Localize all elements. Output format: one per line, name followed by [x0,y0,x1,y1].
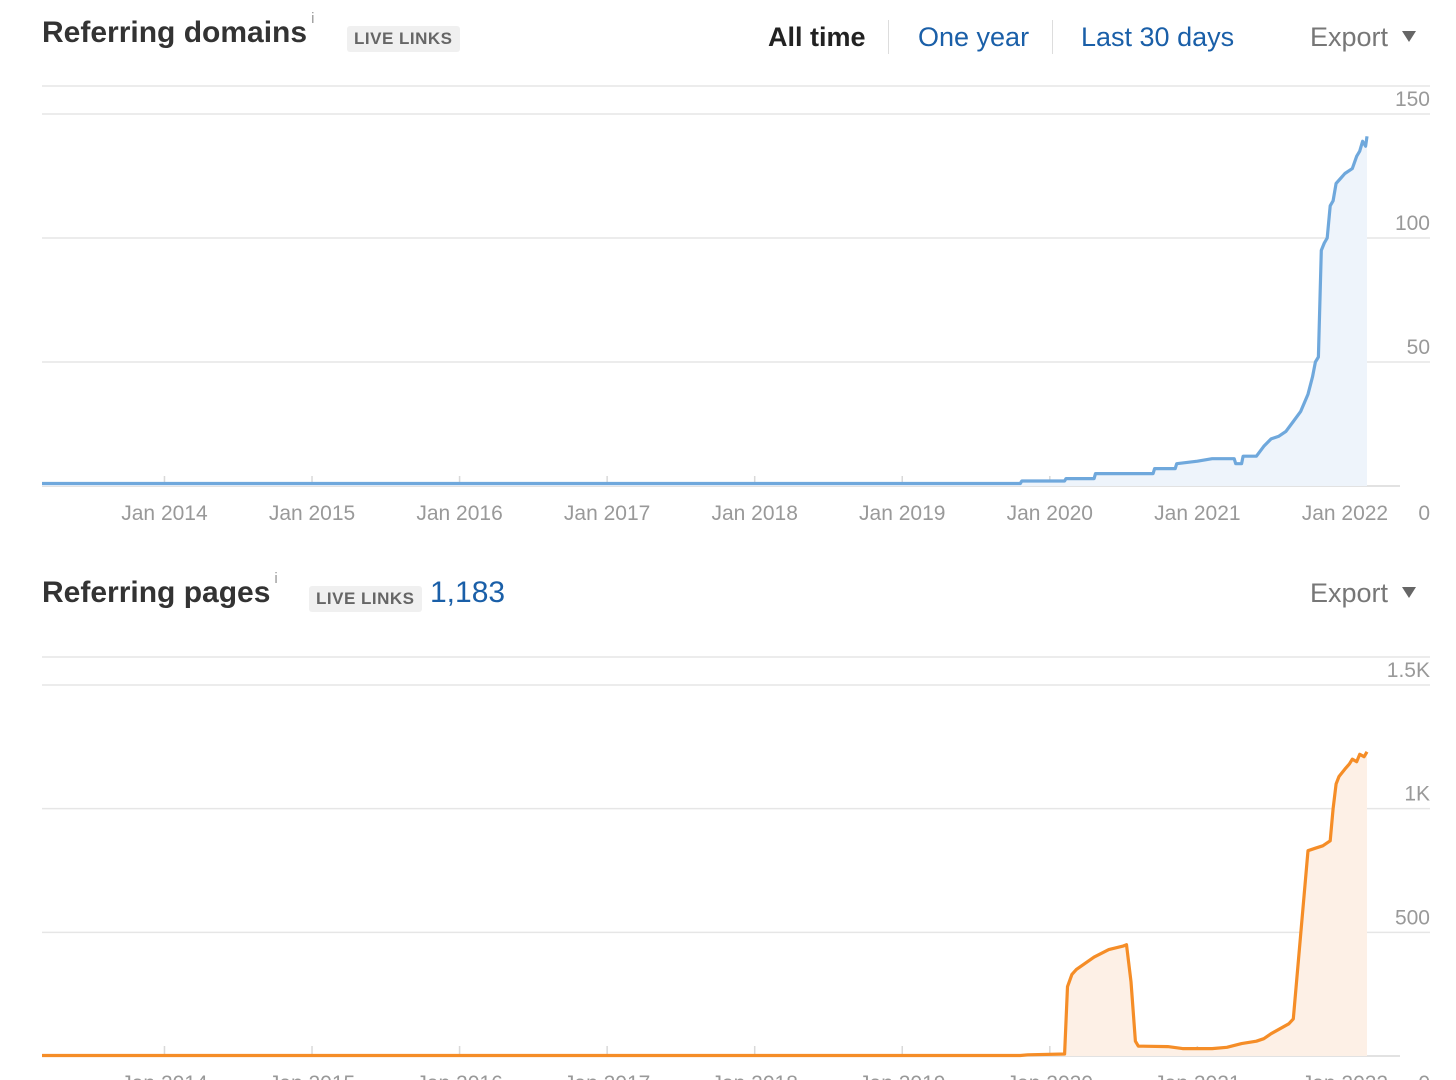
series-area [42,751,1367,1056]
x-tick-label: Jan 2015 [269,502,355,525]
x-tick-label: Jan 2015 [269,1072,355,1080]
pages-header: Referring pages i LIVE LINKS 1,183 Export [42,570,1426,616]
domains-header: Referring domains i LIVE LINKS All time O… [42,10,1426,56]
referring-domains-chart: 0 50 100 150 Jan 2014 Jan 2015 Jan 2016 Jan 201… [42,85,1430,525]
pages-live-links-badge: LIVE LINKS [309,586,422,612]
chevron-down-icon [1402,587,1416,599]
y-tick-label: 1K [1404,783,1430,806]
series-line [42,750,1369,1058]
x-tick-label: Jan 2018 [711,502,797,525]
pages-count: 1,183 [430,576,506,609]
x-tick-label: Jan 2017 [564,502,650,525]
range-one-year[interactable]: One year [918,22,1030,52]
x-tick-label: Jan 2016 [416,1072,502,1080]
series-line [42,136,1369,486]
range-divider [888,20,889,54]
pages-export-label: Export [1309,578,1388,608]
x-tick-label: Jan 2017 [564,1072,650,1080]
y-tick-label: 500 [1395,906,1430,929]
y-tick-label: 0 [1418,1072,1430,1080]
x-tick-label: Jan 2019 [859,502,945,525]
pages-title: Referring pages i [42,570,278,610]
y-tick-label: 50 [1407,336,1430,359]
domains-title: Referring domains i [42,10,314,50]
x-tick-label: Jan 2014 [121,502,208,525]
x-tick-label: Jan 2016 [416,502,502,525]
x-tick-label: Jan 2014 [121,1072,208,1080]
domains-info-icon[interactable]: i [311,10,315,27]
y-tick-label: 100 [1395,212,1430,235]
x-tick-label: Jan 2022 [1302,502,1388,525]
pages-export-button[interactable]: Export [1310,578,1416,609]
y-tick-label: 150 [1395,88,1430,111]
chevron-down-icon [1402,31,1416,43]
domains-title-text: Referring domains [42,16,308,49]
x-tick-label: Jan 2020 [1007,502,1093,525]
range-all-time[interactable]: All time [768,22,866,52]
x-tick-label: Jan 2021 [1154,1072,1240,1080]
x-tick-label: Jan 2020 [1007,1072,1093,1080]
y-tick-label: 0 [1418,502,1430,525]
domains-live-links-badge: LIVE LINKS [347,26,460,52]
pages-title-text: Referring pages [42,576,271,609]
range-divider [1052,20,1053,54]
pages-info-icon[interactable]: i [274,570,278,587]
range-last-30-days[interactable]: Last 30 days [1081,22,1235,52]
domains-export-label: Export [1309,22,1388,52]
x-tick-label: Jan 2018 [711,1072,797,1080]
domains-export-button[interactable]: Export [1310,22,1416,53]
y-tick-label: 1.5K [1387,659,1430,682]
x-tick-label: Jan 2022 [1302,1072,1388,1080]
x-tick-label: Jan 2019 [859,1072,945,1080]
x-tick-label: Jan 2021 [1154,502,1240,525]
